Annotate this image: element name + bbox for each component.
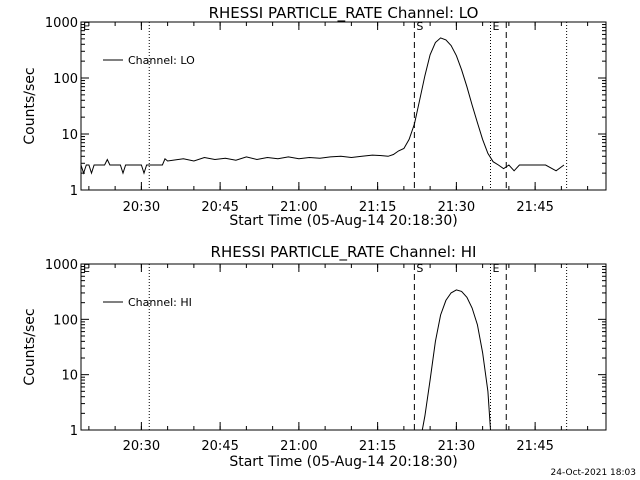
x-axis-label: Start Time (05-Aug-14 20:18:30)	[229, 454, 457, 470]
marker-label: S	[416, 262, 423, 275]
x-axis-label: Start Time (05-Aug-14 20:18:30)	[229, 213, 457, 229]
series-line	[421, 289, 491, 431]
x-tick-label: 20:30	[123, 439, 160, 454]
marker-label: S	[416, 20, 423, 33]
y-tick-label: 10	[61, 369, 78, 384]
x-tick-label: 20:30	[123, 200, 160, 215]
timestamp: 24-Oct-2021 18:03	[551, 468, 636, 478]
x-tick-label: 21:00	[280, 200, 317, 215]
x-tick-label: 21:00	[280, 439, 317, 454]
x-tick-label: 21:30	[438, 200, 475, 215]
marker-label: E	[83, 262, 90, 275]
marker-label: E	[83, 20, 90, 33]
x-tick-label: 21:45	[516, 439, 553, 454]
legend-label: Channel: LO	[128, 54, 195, 67]
plot-frame	[80, 21, 607, 191]
x-tick-label: 21:15	[359, 439, 396, 454]
y-tick-label: 100	[53, 313, 78, 328]
x-tick-label: 21:30	[438, 439, 475, 454]
chart-panel-1: RHESSI PARTICLE_RATE Channel: LO 1 10 100 10…	[22, 4, 607, 229]
x-tick-label: 20:45	[201, 200, 238, 215]
plot-frame	[80, 263, 607, 431]
x-tick-label: 21:45	[516, 200, 553, 215]
y-tick-label: 1	[70, 424, 78, 439]
series-line	[80, 37, 565, 175]
legend-label: Channel: HI	[128, 296, 192, 309]
y-axis-label: Counts/sec	[22, 67, 38, 144]
chart-title: RHESSI PARTICLE_RATE Channel: LO	[209, 4, 479, 23]
y-tick-label: 10	[61, 128, 78, 143]
x-tick-label: 20:45	[201, 439, 238, 454]
marker-label: E	[493, 20, 500, 33]
y-tick-label: 100	[53, 72, 78, 87]
chart-panel-2: RHESSI PARTICLE_RATE Channel: HI 1 10 100 10…	[22, 243, 607, 470]
marker-label: E	[493, 262, 500, 275]
chart-title: RHESSI PARTICLE_RATE Channel: HI	[211, 243, 477, 262]
y-tick-label: 1000	[45, 258, 78, 273]
y-tick-label: 1000	[45, 16, 78, 31]
y-tick-label: 1	[70, 184, 78, 199]
y-axis-label: Counts/sec	[22, 308, 38, 385]
x-tick-label: 21:15	[359, 200, 396, 215]
